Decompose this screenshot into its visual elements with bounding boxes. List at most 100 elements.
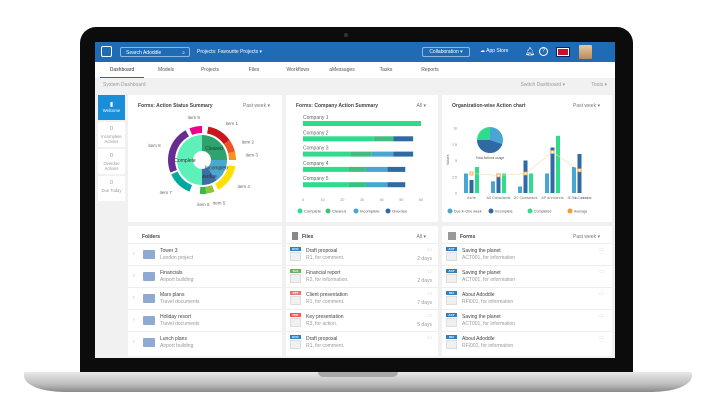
file-item[interactable]: XLS Financial report R2, for information. 2… (286, 265, 438, 287)
sunburst-outer-slice[interactable] (228, 151, 236, 160)
bar-segment[interactable] (303, 121, 421, 126)
legend-label[interactable]: Complete (304, 209, 322, 214)
folder-item[interactable]: › Lunch plans Airport building (128, 331, 282, 353)
comment-icon[interactable]: ▭ (599, 291, 604, 297)
sunburst-outer-slice[interactable] (223, 140, 235, 154)
chevron-right-icon[interactable]: › (133, 273, 135, 279)
stat-card[interactable]: 0 Incomplete Actions (98, 122, 125, 147)
tab-models[interactable]: Models (157, 67, 175, 73)
bar-segment[interactable] (348, 182, 366, 188)
bar[interactable] (469, 180, 474, 193)
filter-dropdown[interactable]: Past week ▾ (573, 234, 600, 240)
tab-tasks[interactable]: Tasks (379, 67, 393, 73)
chevron-right-icon[interactable]: › (133, 295, 135, 301)
bar-segment[interactable] (387, 182, 406, 188)
bar-segment[interactable] (371, 151, 394, 157)
app-store-button[interactable]: ☁ App Store (480, 48, 509, 54)
bar-segment[interactable] (303, 136, 374, 142)
filter-dropdown[interactable]: Past week ▾ (573, 103, 600, 109)
average-point[interactable] (523, 171, 528, 176)
welcome-tab[interactable]: ▮ Welcome (98, 95, 125, 120)
bar[interactable] (550, 147, 555, 194)
sunburst-outer-slice[interactable] (207, 126, 230, 145)
sunburst-outer-slice[interactable] (171, 171, 193, 192)
language-flag-icon[interactable] (556, 47, 570, 57)
help-icon[interactable]: ? (539, 47, 548, 56)
tab-reports[interactable]: Reports (421, 67, 439, 73)
folder-item[interactable]: › Financials Airport building (128, 265, 282, 287)
chevron-right-icon[interactable]: › (133, 317, 135, 323)
form-item[interactable]: RFI About Adoddle RFI001, for information ▭ (442, 287, 612, 309)
bar-segment[interactable] (303, 166, 349, 172)
sunburst-outer-slice[interactable] (199, 186, 207, 194)
sunburst-outer-slice[interactable] (189, 126, 202, 135)
average-point[interactable] (496, 173, 501, 178)
bar[interactable] (529, 173, 533, 194)
bar[interactable] (502, 173, 506, 194)
inset-pie-slice[interactable] (477, 127, 490, 140)
tab-workflows[interactable]: Workflows (286, 67, 310, 73)
inset-pie-slice[interactable] (490, 127, 503, 145)
tab-files[interactable]: Files (248, 67, 260, 73)
filter-dropdown[interactable]: All ▾ (416, 103, 426, 109)
file-item[interactable]: PDF Key presentation R3, for action. 5 days… (286, 309, 438, 331)
comment-icon[interactable]: ▭ (427, 335, 432, 341)
bar[interactable] (572, 167, 576, 193)
tools-dropdown[interactable]: Tools ▾ (591, 82, 607, 88)
legend-label[interactable]: Incomplete (360, 209, 380, 214)
bar-segment[interactable] (393, 151, 414, 157)
bar-segment[interactable] (303, 182, 349, 188)
file-item[interactable]: PPT Client presentation R1, for comment. 7 … (286, 287, 438, 309)
project-selector[interactable]: Projects: Favourite Projects ▾ (197, 49, 263, 55)
tab-amessages[interactable]: aMessages (329, 67, 355, 73)
bar[interactable] (475, 167, 479, 193)
comment-icon[interactable]: ▭ (427, 291, 432, 297)
tab-dashboard[interactable]: Dashboard (100, 62, 144, 78)
bar-segment[interactable] (387, 166, 406, 172)
bar-segment[interactable] (365, 166, 388, 172)
bar-segment[interactable] (348, 166, 366, 172)
avatar[interactable] (579, 45, 592, 59)
comment-icon[interactable]: ▭ (599, 269, 604, 275)
form-item[interactable]: ACT Saving the planet ACT001, for informat… (442, 265, 612, 287)
bar[interactable] (556, 135, 560, 193)
comment-icon[interactable]: ▭ (427, 313, 432, 319)
logo-icon[interactable] (101, 46, 112, 57)
sunburst-outer-slice[interactable] (215, 165, 236, 190)
search-input[interactable]: Search Adoddle ⌕ (120, 47, 190, 57)
filter-dropdown[interactable]: All ▾ (416, 234, 426, 240)
bar[interactable] (491, 181, 495, 193)
chevron-right-icon[interactable]: › (133, 339, 135, 345)
folder-item[interactable]: › Mars plans Travel documents (128, 287, 282, 309)
legend-label[interactable]: Incomplete (495, 209, 513, 213)
stat-card[interactable]: 0 Due Today (98, 176, 125, 201)
switch-dashboard-dropdown[interactable]: Switch Dashboard ▾ (520, 82, 565, 88)
sunburst-outer-slice[interactable] (168, 130, 189, 173)
bell-icon[interactable]: 🔔︎ (525, 47, 536, 56)
sunburst-inner-slice[interactable] (207, 160, 227, 181)
bar-segment[interactable] (303, 151, 351, 157)
inset-pie-slice[interactable] (477, 140, 503, 153)
comment-icon[interactable]: ▭ (427, 247, 432, 253)
comment-icon[interactable]: ▭ (427, 269, 432, 275)
legend-label[interactable]: Completed (534, 209, 551, 213)
chevron-right-icon[interactable]: › (133, 251, 135, 257)
bar[interactable] (577, 154, 582, 193)
sunburst-outer-slice[interactable] (205, 185, 215, 194)
bar-segment[interactable] (365, 182, 388, 188)
legend-label[interactable]: Due in One week (454, 209, 482, 213)
bar[interactable] (496, 173, 501, 194)
folder-item[interactable]: › Tower 3 London project (128, 243, 282, 265)
bar-segment[interactable] (350, 151, 372, 157)
sunburst-inner-slice[interactable] (202, 135, 227, 160)
form-item[interactable]: ACT Saving the planet ACT001, for informat… (442, 243, 612, 265)
filter-dropdown[interactable]: Past week ▾ (243, 103, 270, 109)
average-point[interactable] (469, 171, 474, 176)
legend-label[interactable]: Cleared (332, 209, 346, 214)
average-point[interactable] (577, 168, 582, 173)
sunburst-inner-slice[interactable] (202, 167, 217, 185)
bar-segment[interactable] (393, 136, 414, 142)
legend-label[interactable]: Average (574, 209, 587, 213)
comment-icon[interactable]: ▭ (599, 313, 604, 319)
form-item[interactable]: ACT Saving the planet ACT001, for informat… (442, 309, 612, 331)
